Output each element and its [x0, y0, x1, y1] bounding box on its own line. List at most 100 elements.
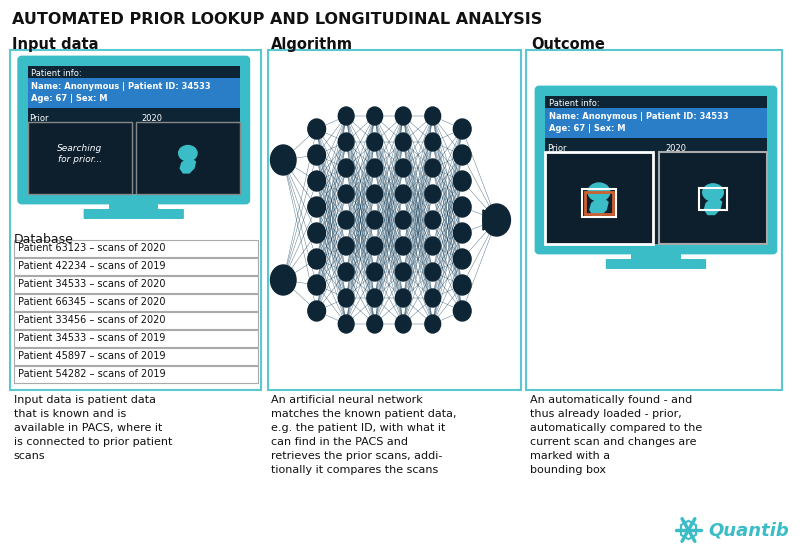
Ellipse shape: [338, 315, 354, 333]
Ellipse shape: [270, 265, 296, 295]
FancyBboxPatch shape: [14, 312, 257, 329]
PathPatch shape: [589, 197, 608, 216]
Text: Patient 33456 – scans of 2020: Patient 33456 – scans of 2020: [18, 315, 165, 325]
Text: 2020: 2020: [141, 114, 163, 123]
Ellipse shape: [424, 107, 441, 125]
Ellipse shape: [395, 315, 411, 333]
FancyBboxPatch shape: [606, 259, 706, 269]
FancyBboxPatch shape: [14, 366, 257, 383]
Ellipse shape: [338, 289, 354, 307]
Ellipse shape: [395, 133, 411, 151]
Ellipse shape: [338, 159, 354, 177]
Text: Outcome: Outcome: [531, 37, 605, 52]
Ellipse shape: [454, 145, 471, 165]
FancyBboxPatch shape: [536, 87, 776, 253]
FancyBboxPatch shape: [14, 348, 257, 365]
Ellipse shape: [367, 133, 383, 151]
Ellipse shape: [424, 289, 441, 307]
Text: Quantib: Quantib: [708, 521, 789, 539]
Ellipse shape: [338, 263, 354, 281]
FancyBboxPatch shape: [631, 250, 680, 260]
Ellipse shape: [270, 145, 296, 175]
Text: Patient 34533 – scans of 2019: Patient 34533 – scans of 2019: [18, 333, 165, 343]
FancyBboxPatch shape: [659, 152, 767, 244]
Ellipse shape: [395, 185, 411, 203]
Ellipse shape: [424, 211, 441, 229]
Ellipse shape: [454, 119, 471, 139]
Ellipse shape: [178, 146, 197, 161]
Ellipse shape: [454, 197, 471, 217]
Text: Patient 45897 – scans of 2019: Patient 45897 – scans of 2019: [18, 351, 165, 361]
PathPatch shape: [704, 197, 722, 215]
Ellipse shape: [367, 107, 383, 125]
Ellipse shape: [307, 197, 325, 217]
Ellipse shape: [367, 237, 383, 255]
FancyBboxPatch shape: [14, 276, 257, 293]
FancyBboxPatch shape: [545, 152, 653, 244]
Ellipse shape: [307, 301, 325, 321]
FancyBboxPatch shape: [14, 240, 257, 257]
Text: Patient 66345 – scans of 2020: Patient 66345 – scans of 2020: [18, 297, 165, 307]
Ellipse shape: [367, 159, 383, 177]
Text: Age: 67 | Sex: M: Age: 67 | Sex: M: [31, 94, 108, 103]
Text: AUTOMATED PRIOR LOOKUP AND LONGITUDINAL ANALYSIS: AUTOMATED PRIOR LOOKUP AND LONGITUDINAL …: [12, 12, 542, 27]
Ellipse shape: [307, 119, 325, 139]
FancyBboxPatch shape: [84, 209, 184, 219]
Ellipse shape: [454, 171, 471, 191]
Ellipse shape: [338, 107, 354, 125]
Text: Patient info:: Patient info:: [31, 69, 82, 78]
Ellipse shape: [395, 237, 411, 255]
Ellipse shape: [395, 211, 411, 229]
Ellipse shape: [703, 184, 723, 201]
Ellipse shape: [483, 204, 511, 236]
Ellipse shape: [338, 133, 354, 151]
Text: Patient 54282 – scans of 2019: Patient 54282 – scans of 2019: [18, 369, 165, 379]
Ellipse shape: [424, 159, 441, 177]
Ellipse shape: [367, 211, 383, 229]
FancyBboxPatch shape: [267, 50, 521, 390]
Text: Name: Anonymous | Patient ID: 34533: Name: Anonymous | Patient ID: 34533: [549, 112, 729, 121]
Text: Age: 67 | Sex: M: Age: 67 | Sex: M: [549, 124, 625, 133]
FancyBboxPatch shape: [526, 50, 782, 390]
FancyBboxPatch shape: [27, 122, 132, 194]
Text: Name: Anonymous | Patient ID: 34533: Name: Anonymous | Patient ID: 34533: [31, 82, 211, 91]
FancyBboxPatch shape: [27, 66, 240, 194]
Ellipse shape: [307, 223, 325, 243]
Text: An artificial neural network
matches the known patient data,
e.g. the patient ID: An artificial neural network matches the…: [271, 395, 457, 475]
Ellipse shape: [588, 183, 610, 201]
Ellipse shape: [338, 237, 354, 255]
Text: 2020: 2020: [666, 144, 687, 153]
Ellipse shape: [307, 145, 325, 165]
Ellipse shape: [367, 263, 383, 281]
FancyBboxPatch shape: [14, 258, 257, 275]
FancyBboxPatch shape: [19, 57, 249, 203]
Text: Patient info:: Patient info:: [549, 99, 600, 108]
FancyBboxPatch shape: [27, 78, 240, 108]
Ellipse shape: [307, 171, 325, 191]
Ellipse shape: [395, 159, 411, 177]
Ellipse shape: [424, 133, 441, 151]
FancyBboxPatch shape: [14, 294, 257, 311]
PathPatch shape: [179, 157, 196, 174]
Ellipse shape: [395, 289, 411, 307]
Ellipse shape: [424, 263, 441, 281]
Text: Searching
for prior...: Searching for prior...: [57, 143, 102, 165]
Ellipse shape: [424, 315, 441, 333]
Ellipse shape: [338, 185, 354, 203]
Text: Patient 63123 – scans of 2020: Patient 63123 – scans of 2020: [18, 243, 165, 253]
FancyBboxPatch shape: [545, 108, 767, 138]
Text: Prior: Prior: [30, 114, 49, 123]
Ellipse shape: [367, 315, 383, 333]
Text: Patient 42234 – scans of 2019: Patient 42234 – scans of 2019: [18, 261, 165, 271]
FancyBboxPatch shape: [109, 200, 158, 210]
Ellipse shape: [367, 185, 383, 203]
Text: Database: Database: [14, 233, 73, 246]
Ellipse shape: [454, 223, 471, 243]
Ellipse shape: [454, 301, 471, 321]
FancyBboxPatch shape: [545, 96, 767, 244]
Ellipse shape: [338, 211, 354, 229]
Ellipse shape: [424, 185, 441, 203]
Polygon shape: [483, 210, 504, 230]
Text: An automatically found - and
thus already loaded - prior,
automatically compared: An automatically found - and thus alread…: [530, 395, 702, 475]
Ellipse shape: [395, 107, 411, 125]
